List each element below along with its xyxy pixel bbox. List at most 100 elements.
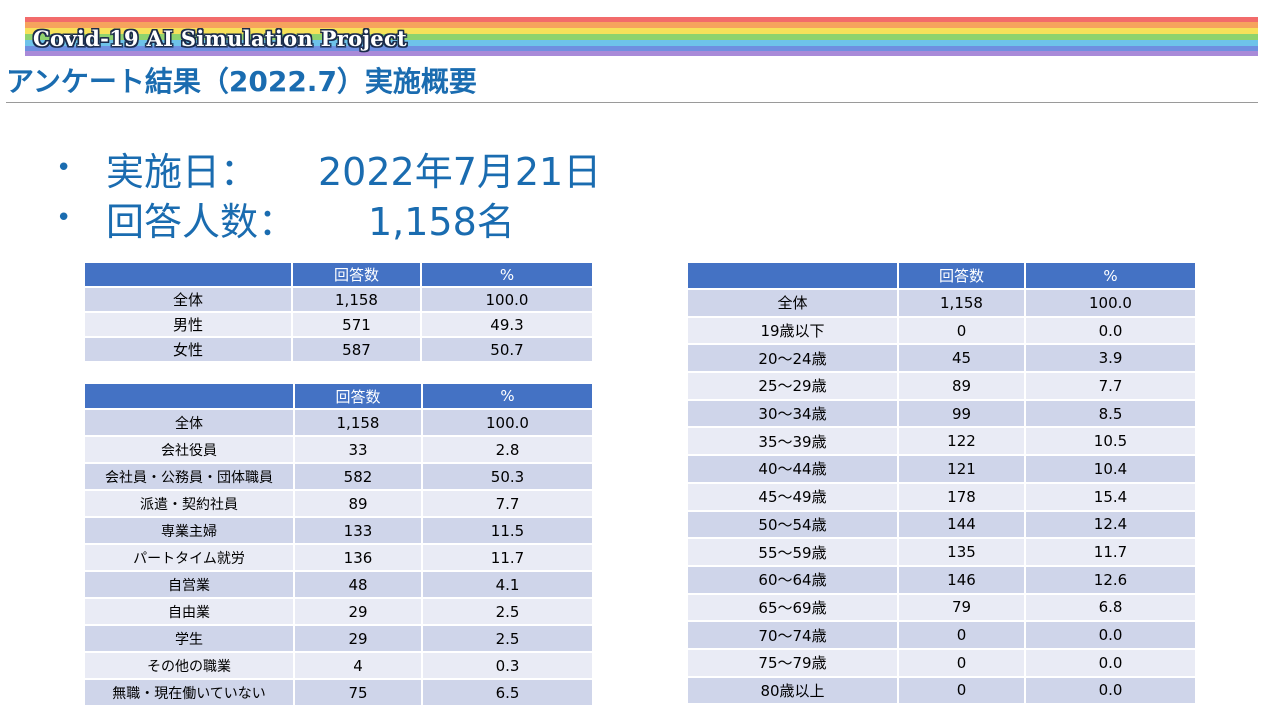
cell-percent: 2.8 [423,437,592,464]
cell-percent: 6.8 [1026,594,1195,623]
table-row: 30～34歳 99 8.5 [688,400,1195,429]
table-row: 40～44歳 121 10.4 [688,456,1195,484]
cell-count: 1,158 [293,288,422,313]
title-divider [6,102,1258,103]
cell-category: 会社役員 [85,437,295,464]
table-header-row: 回答数 % [85,384,592,410]
respondents-value: 1,158名 [368,199,515,244]
cell-count: 29 [295,599,423,626]
cell-percent: 11.5 [423,518,592,545]
cell-count: 122 [899,428,1026,457]
cell-count: 89 [899,373,1026,401]
respondents-label: 回答人数： [106,199,297,244]
cell-percent: 0.0 [1026,317,1195,346]
cell-percent: 11.7 [1026,539,1195,567]
cell-percent: 11.7 [423,545,592,572]
cell-count: 136 [295,545,423,572]
gender-table: 回答数 % 全体 1,158 100.0 男性 571 49.3 女性 587 50.7 [85,263,592,363]
table-row: 80歳以上 0 0.0 [688,677,1195,706]
cell-category: 50～54歳 [688,511,899,540]
cell-category: 学生 [85,626,295,653]
table-row: パートタイム就労 136 11.7 [85,545,592,572]
cell-category: 35～39歳 [688,428,899,457]
header-count: 回答数 [295,384,423,410]
cell-percent: 12.6 [1026,566,1195,595]
cell-category: 男性 [85,313,293,338]
cell-percent: 6.5 [423,680,592,707]
cell-percent: 100.0 [422,288,592,313]
header-count: 回答数 [899,263,1026,290]
cell-count: 121 [899,456,1026,484]
cell-category: 60～64歳 [688,566,899,595]
cell-category: 無職・現在働いていない [85,680,295,707]
cell-percent: 12.4 [1026,511,1195,540]
age-table: 回答数 % 全体 1,158 100.0 19歳以下 0 0.0 20～24歳 45 3.9 25… [688,263,1195,706]
cell-percent: 0.0 [1026,622,1195,650]
cell-category: 20～24歳 [688,345,899,374]
cell-count: 0 [899,622,1026,650]
cell-category: 25～29歳 [688,373,899,401]
cell-category: パートタイム就労 [85,545,295,572]
table-row: 女性 587 50.7 [85,338,592,363]
cell-percent: 2.5 [423,599,592,626]
table-row: 会社員・公務員・団体職員 582 50.3 [85,464,592,491]
occupation-table: 回答数 % 全体 1,158 100.0 会社役員 33 2.8 会社員・公務員・団体職員 5… [85,384,592,707]
bullet-icon: • [56,153,72,183]
header-category [85,263,293,288]
cell-percent: 7.7 [423,491,592,518]
cell-category: 女性 [85,338,293,363]
table-row: 75～79歳 0 0.0 [688,649,1195,678]
cell-category: 70～74歳 [688,622,899,650]
table-row: 70～74歳 0 0.0 [688,622,1195,650]
cell-count: 146 [899,566,1026,595]
table-row: 全体 1,158 100.0 [688,290,1195,318]
header-percent: % [422,263,592,288]
cell-category: 65～69歳 [688,594,899,623]
date-value: 2022年7月21日 [318,149,602,194]
table-row: 65～69歳 79 6.8 [688,594,1195,623]
table-header-row: 回答数 % [688,263,1195,290]
cell-count: 582 [295,464,423,491]
cell-count: 89 [295,491,423,518]
header-count: 回答数 [293,263,422,288]
cell-count: 0 [899,677,1026,706]
summary-bullets: • 実施日： 2022年7月21日 • 回答人数： 1,158名 [56,143,602,244]
cell-count: 135 [899,539,1026,567]
cell-category: 45～49歳 [688,483,899,512]
cell-count: 1,158 [899,290,1026,318]
cell-count: 45 [899,345,1026,374]
table-row: 男性 571 49.3 [85,313,592,338]
table-row: 自営業 48 4.1 [85,572,592,599]
cell-percent: 3.9 [1026,345,1195,374]
cell-percent: 15.4 [1026,483,1195,512]
cell-category: 全体 [688,290,899,318]
cell-category: その他の職業 [85,653,295,680]
cell-count: 79 [899,594,1026,623]
cell-percent: 100.0 [1026,290,1195,318]
table-row: 学生 29 2.5 [85,626,592,653]
cell-percent: 50.3 [423,464,592,491]
table-row: 会社役員 33 2.8 [85,437,592,464]
cell-count: 1,158 [295,410,423,437]
table-row: 20～24歳 45 3.9 [688,345,1195,374]
cell-percent: 0.0 [1026,677,1195,706]
page-title: アンケート結果（2022.7）実施概要 [6,65,477,98]
cell-category: 派遣・契約社員 [85,491,295,518]
cell-count: 48 [295,572,423,599]
cell-count: 33 [295,437,423,464]
table-row: 自由業 29 2.5 [85,599,592,626]
cell-percent: 2.5 [423,626,592,653]
cell-category: 会社員・公務員・団体職員 [85,464,295,491]
table-row: 55～59歳 135 11.7 [688,539,1195,567]
table-row: 50～54歳 144 12.4 [688,511,1195,540]
header-percent: % [423,384,592,410]
bullet-respondents: • 回答人数： 1,158名 [56,193,601,244]
bullet-date: • 実施日： 2022年7月21日 [56,143,602,194]
cell-count: 4 [295,653,423,680]
cell-category: 80歳以上 [688,677,899,706]
bullet-icon: • [56,203,72,233]
table-row: 全体 1,158 100.0 [85,410,592,437]
table-row: 無職・現在働いていない 75 6.5 [85,680,592,707]
cell-category: 自由業 [85,599,295,626]
header-category [688,263,899,290]
